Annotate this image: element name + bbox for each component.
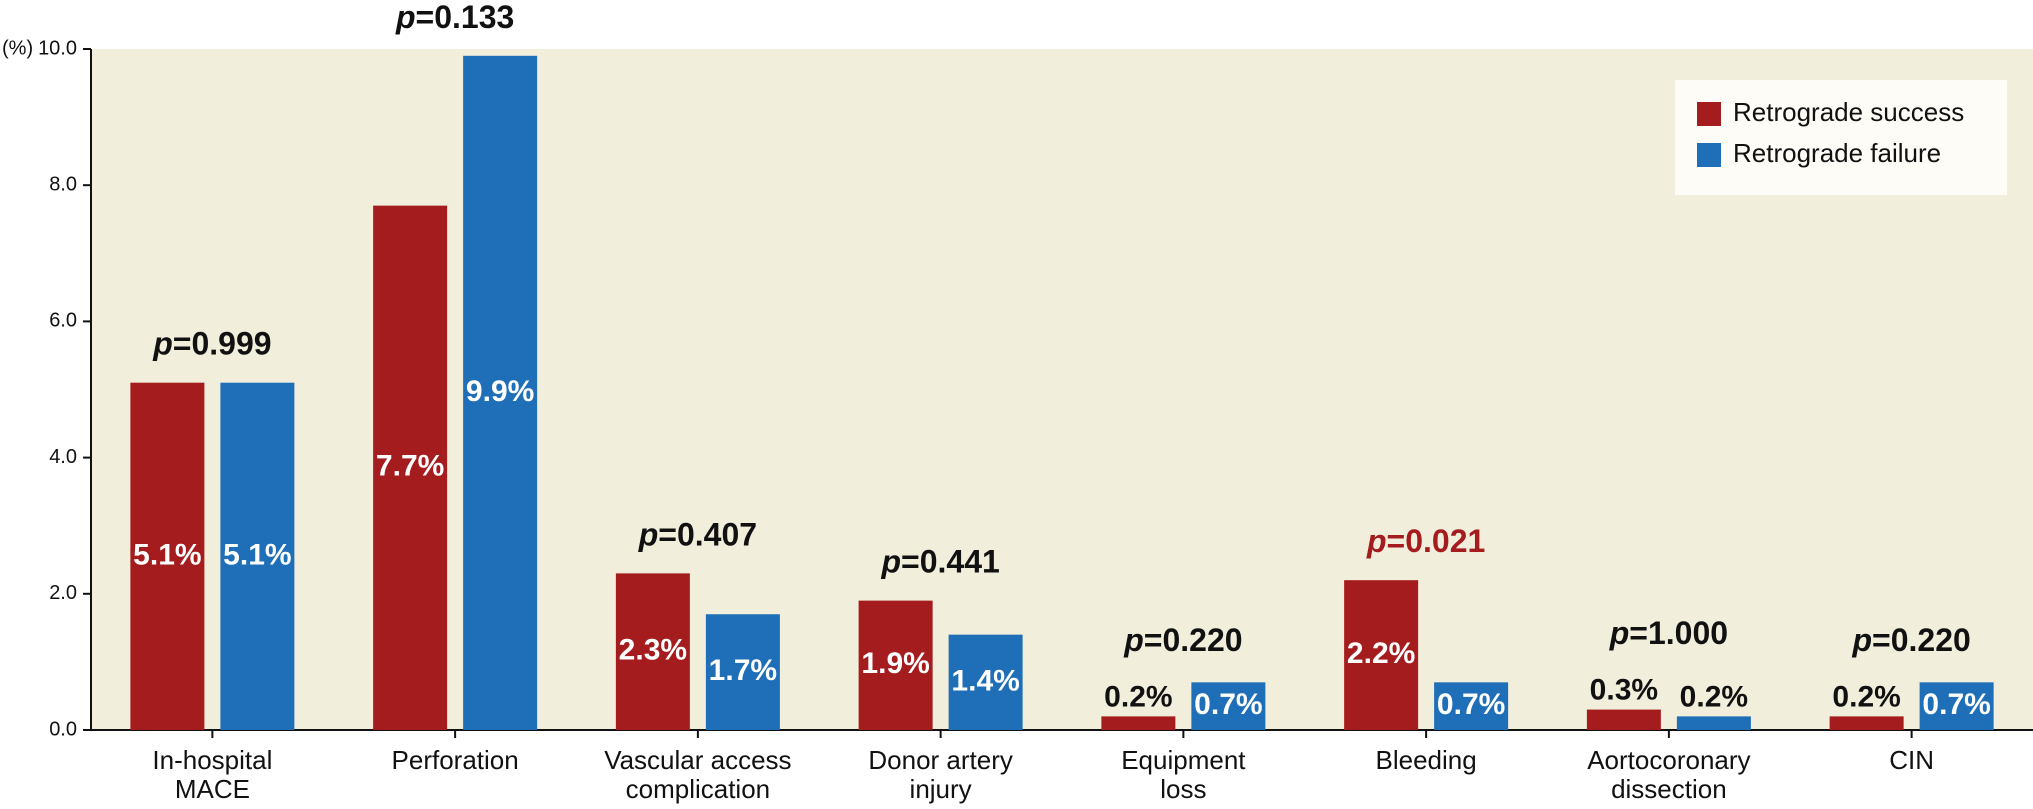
bar (1101, 716, 1176, 730)
x-tick-label: Donor artery (868, 745, 1013, 775)
p-value: p=0.021 (1366, 524, 1485, 560)
x-tick-label: MACE (175, 774, 250, 804)
p-value: p=0.999 (152, 326, 271, 362)
value-label: 0.7% (1194, 688, 1262, 721)
p-value: p=0.220 (1123, 622, 1242, 658)
legend-label: Retrograde failure (1733, 138, 1941, 168)
x-tick-label: complication (626, 774, 771, 804)
value-label: 9.9% (466, 375, 534, 408)
x-tick-label: dissection (1611, 774, 1727, 804)
legend-label: Retrograde success (1733, 97, 1964, 127)
p-text: =0.133 (416, 0, 515, 35)
value-label: 1.4% (951, 664, 1019, 697)
p-text: =0.021 (1387, 524, 1486, 560)
bar (705, 614, 780, 730)
bar (1919, 682, 1994, 730)
x-tick-label: Aortocoronary (1587, 745, 1750, 775)
p-symbol: p (152, 326, 173, 362)
p-value: p=0.407 (638, 517, 757, 553)
y-tick-label: 4.0 (49, 446, 77, 468)
bar (1434, 682, 1509, 730)
value-label: 0.3% (1590, 673, 1658, 706)
y-axis-label: (%) (2, 37, 33, 59)
x-tick-label: loss (1160, 774, 1206, 804)
y-tick-label: 10.0 (38, 37, 77, 59)
bar (615, 573, 690, 730)
bar (463, 55, 538, 731)
legend-swatch (1697, 102, 1721, 126)
value-label: 0.2% (1832, 680, 1900, 713)
legend-swatch (1697, 143, 1721, 167)
p-symbol: p (880, 544, 901, 580)
value-label: 0.7% (1437, 688, 1505, 721)
y-tick-label: 6.0 (49, 310, 77, 332)
p-value: p=0.220 (1851, 622, 1970, 658)
p-text: =0.220 (1144, 622, 1243, 658)
p-text: =1.000 (1629, 616, 1728, 652)
x-tick-label: Bleeding (1376, 745, 1477, 775)
value-label: 5.1% (223, 538, 291, 571)
x-tick-label: Vascular access (604, 745, 791, 775)
x-tick-label: Perforation (392, 745, 519, 775)
value-label: 5.1% (133, 538, 201, 571)
p-symbol: p (1609, 616, 1630, 652)
y-tick-label: 0.0 (49, 718, 77, 740)
bar (1191, 682, 1266, 730)
p-symbol: p (1851, 622, 1872, 658)
p-symbol: p (395, 0, 416, 35)
legend-box (1675, 80, 2007, 195)
value-label: 0.2% (1680, 680, 1748, 713)
p-symbol: p (1123, 622, 1144, 658)
bar (220, 382, 295, 730)
x-tick-label: injury (910, 774, 972, 804)
value-label: 2.3% (619, 634, 687, 667)
p-text: =0.407 (658, 517, 757, 553)
bar (130, 382, 205, 730)
y-tick-label: 8.0 (49, 173, 77, 195)
p-symbol: p (1366, 524, 1387, 560)
p-text: =0.441 (901, 544, 1000, 580)
bar (1344, 580, 1419, 730)
p-value: p=0.133 (395, 0, 514, 35)
value-label: 7.7% (376, 450, 444, 483)
value-label: 1.7% (709, 654, 777, 687)
p-text: =0.999 (173, 326, 272, 362)
value-label: 0.2% (1104, 680, 1172, 713)
bar (948, 634, 1023, 730)
bar (1676, 716, 1751, 730)
bar (1586, 709, 1661, 730)
y-tick-label: 2.0 (49, 582, 77, 604)
value-label: 2.2% (1347, 637, 1415, 670)
x-tick-label: Equipment (1121, 745, 1246, 775)
p-value: p=0.441 (880, 544, 999, 580)
value-label: 0.7% (1922, 688, 1990, 721)
x-tick-label: CIN (1889, 745, 1934, 775)
p-value: p=1.000 (1609, 616, 1728, 652)
x-tick-label: In-hospital (152, 745, 272, 775)
bar (373, 205, 448, 730)
p-text: =0.220 (1872, 622, 1971, 658)
p-symbol: p (638, 517, 659, 553)
value-label: 1.9% (861, 647, 929, 680)
bar (1829, 716, 1904, 730)
bar (858, 600, 933, 730)
